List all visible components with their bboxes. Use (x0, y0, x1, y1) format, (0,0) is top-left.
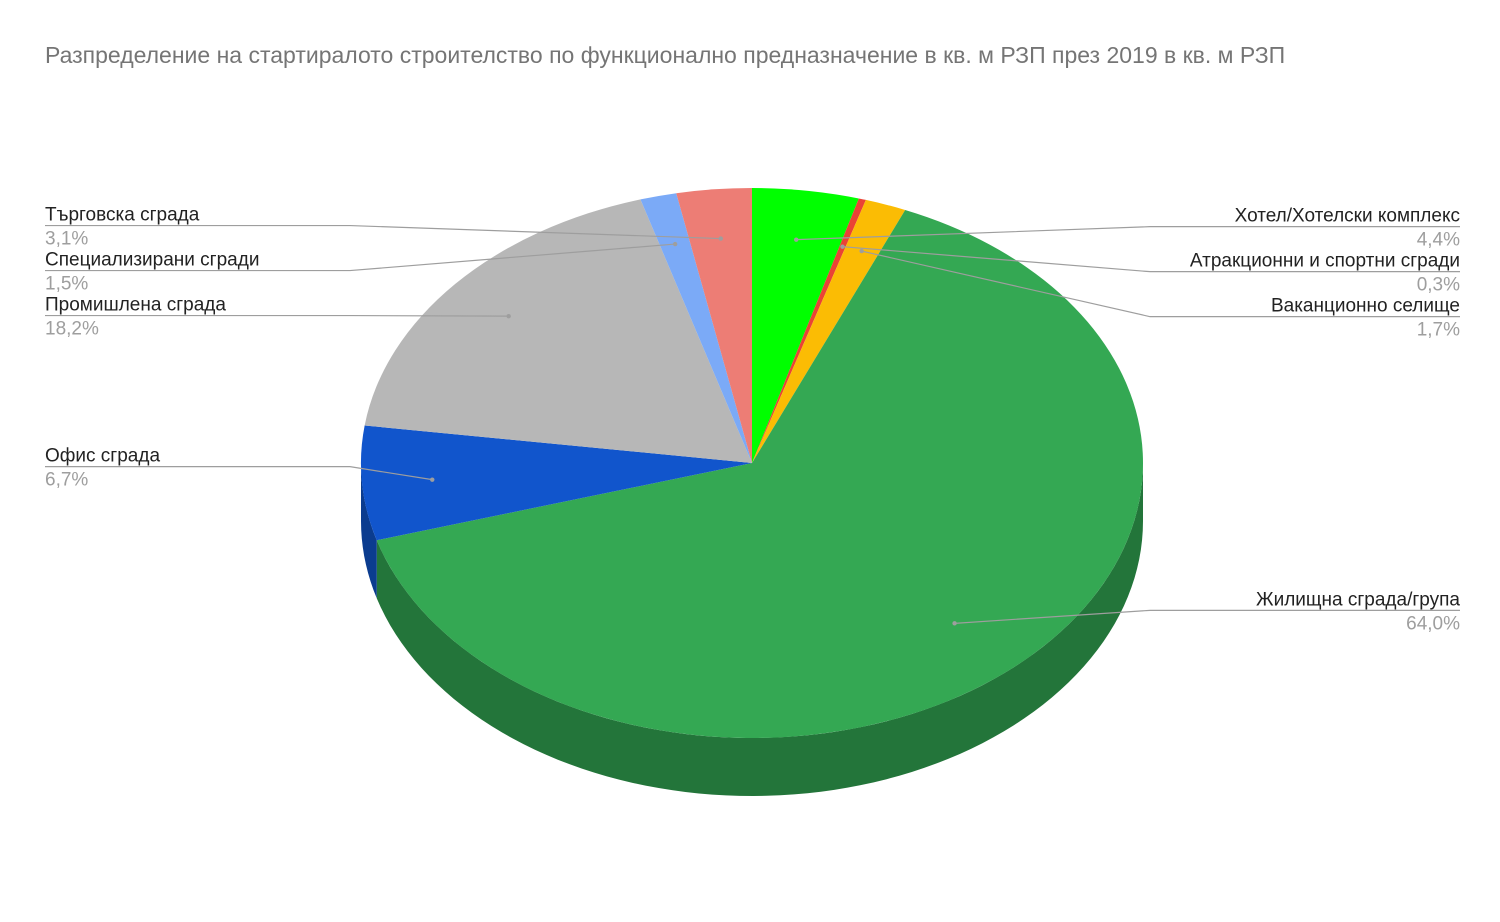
leader-atraktsionni-i-sportni-sgradi (842, 246, 1460, 273)
slice-spetsializirani-sgradi (640, 193, 752, 463)
pie-side-walls (361, 463, 1144, 796)
leader-dot-hotel-hotelski-kompleks (794, 237, 799, 242)
label-name-promishlena-sgrada: Промишлена сграда (45, 295, 226, 316)
leader-spetsializirani-sgradi (45, 243, 676, 272)
leader-ofis-sgrada (45, 466, 433, 481)
leader-dot-atraktsionni-i-sportni-sgradi (840, 244, 845, 249)
label-name-zhilishtna-sgrada-grupa: Жилищна сграда/група (1256, 589, 1460, 610)
slice-hotel-hotelski-kompleks (752, 187, 859, 463)
label-value-atraktsionni-i-sportni-sgradi: 0,3% (1417, 275, 1460, 296)
slice-promishlena-sgrada (364, 199, 752, 463)
side-ofis-sgrada (361, 463, 377, 599)
pie-slices (360, 187, 1144, 739)
leader-dot-targovska-sgrada (718, 236, 723, 241)
label-value-vakantsionno-selishte: 1,7% (1417, 320, 1460, 341)
side-zhilishtna-sgrada-grupa (376, 463, 1144, 796)
label-value-zhilishtna-sgrada-grupa: 64,0% (1406, 613, 1460, 634)
label-name-ofis-sgrada: Офис сграда (45, 446, 160, 467)
label-value-hotel-hotelski-kompleks: 4,4% (1417, 230, 1460, 251)
slice-targovska-sgrada (676, 188, 752, 463)
slice-atraktsionni-i-sportni-sgradi (752, 198, 866, 463)
label-name-atraktsionni-i-sportni-sgradi: Атракционни и спортни сгради (1190, 251, 1460, 272)
label-name-vakantsionno-selishte: Ваканционно селище (1271, 296, 1460, 317)
label-value-promishlena-sgrada: 18,2% (45, 319, 99, 340)
label-value-ofis-sgrada: 6,7% (45, 470, 88, 491)
label-name-hotel-hotelski-kompleks: Хотел/Хотелски комплекс (1235, 206, 1460, 227)
label-name-spetsializirani-sgradi: Специализирани сгради (45, 250, 259, 271)
slice-vakantsionno-selishte (752, 199, 906, 463)
leader-promishlena-sgrada (45, 314, 509, 317)
label-name-targovska-sgrada: Търговска сграда (45, 205, 200, 226)
leader-hotel-hotelski-kompleks (796, 226, 1460, 241)
label-value-spetsializirani-sgradi: 1,5% (45, 274, 88, 295)
leader-dot-vakantsionno-selishte (859, 248, 864, 254)
leader-dot-ofis-sgrada (430, 477, 435, 482)
slice-zhilishtna-sgrada-grupa (376, 209, 1144, 739)
slice-labels: Хотел/Хотелски комплекс 4,4%Атракционни и… (45, 205, 1460, 635)
leader-dot-spetsializirani-sgradi (672, 241, 678, 247)
leader-dot-zhilishtna-sgrada-grupa (952, 621, 957, 626)
label-value-targovska-sgrada: 3,1% (45, 229, 88, 250)
leader-lines (45, 224, 1460, 626)
leader-dot-promishlena-sgrada (506, 313, 511, 319)
leader-zhilishtna-sgrada-grupa (954, 609, 1460, 624)
leader-vakantsionno-selishte (861, 250, 1460, 318)
chart-title: Разпределение на стартиралото строителст… (45, 42, 1285, 68)
slice-ofis-sgrada (360, 425, 752, 541)
leader-targovska-sgrada (45, 224, 721, 240)
